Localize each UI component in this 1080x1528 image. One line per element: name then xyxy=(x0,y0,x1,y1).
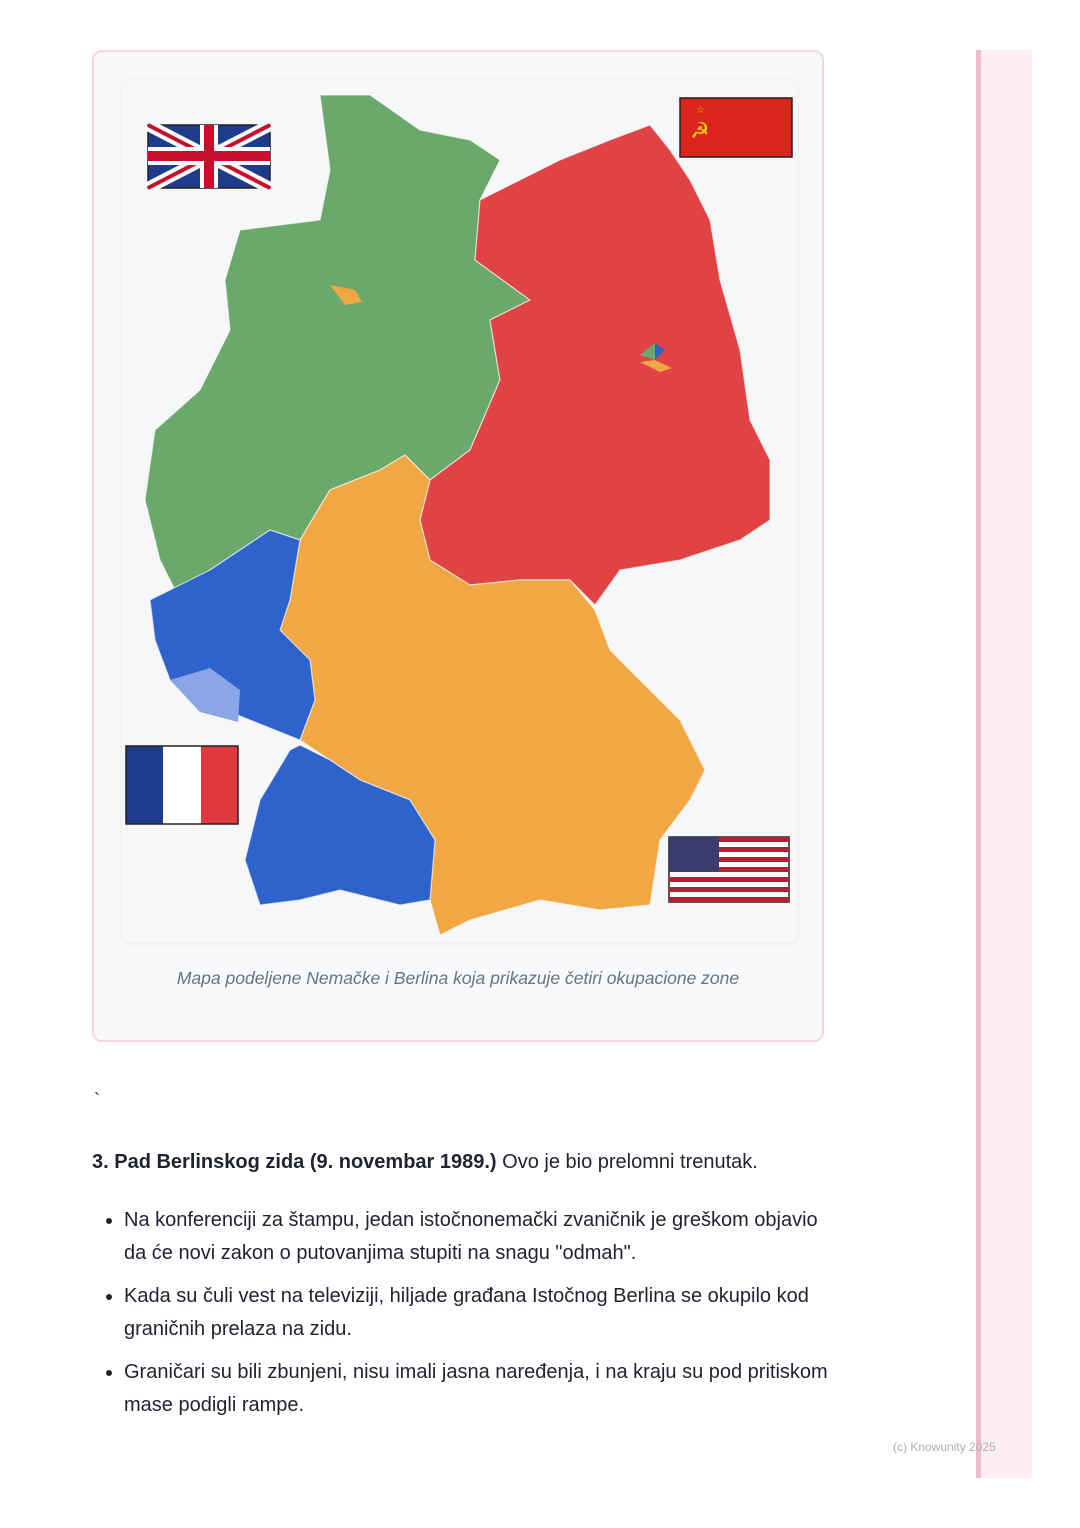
berlin-sectors xyxy=(640,343,678,372)
figure-caption: Mapa podeljene Nemačke i Berlina koja pr… xyxy=(176,968,740,988)
germany-map-svg: ☭ ☆ xyxy=(125,94,793,936)
france-flag xyxy=(125,745,239,825)
occupation-zones-map: ☭ ☆ xyxy=(122,80,797,942)
bremen-enclave xyxy=(330,285,362,305)
list-item: Na konferenciji za štampu, jedan istočno… xyxy=(124,1204,844,1270)
ussr-flag: ☭ ☆ xyxy=(679,97,793,158)
svg-text:☆: ☆ xyxy=(696,105,705,116)
us-flag xyxy=(668,836,790,903)
side-margin-bar xyxy=(976,50,1032,1478)
copyright: (c) Knowunity 2025 xyxy=(893,1440,996,1454)
bullet-list: Na konferenciji za štampu, jedan istočno… xyxy=(92,1204,844,1432)
saar-region xyxy=(170,668,240,722)
heading-bold: 3. Pad Berlinskog zida (9. novembar 1989… xyxy=(92,1151,497,1173)
list-item: Graničari su bili zbunjeni, nisu imali j… xyxy=(124,1356,844,1422)
french-zone-south xyxy=(244,744,436,906)
stray-backtick: ` xyxy=(94,1090,100,1110)
soviet-zone xyxy=(419,124,771,606)
svg-text:☭: ☭ xyxy=(690,118,710,143)
section-heading: 3. Pad Berlinskog zida (9. novembar 1989… xyxy=(92,1151,758,1174)
heading-rest: Ovo je bio prelomni trenutak. xyxy=(496,1151,758,1173)
figure-card: ☭ ☆ xyxy=(92,50,824,1042)
list-item: Kada su čuli vest na televiziji, hiljade… xyxy=(124,1280,844,1346)
uk-flag xyxy=(145,119,273,194)
